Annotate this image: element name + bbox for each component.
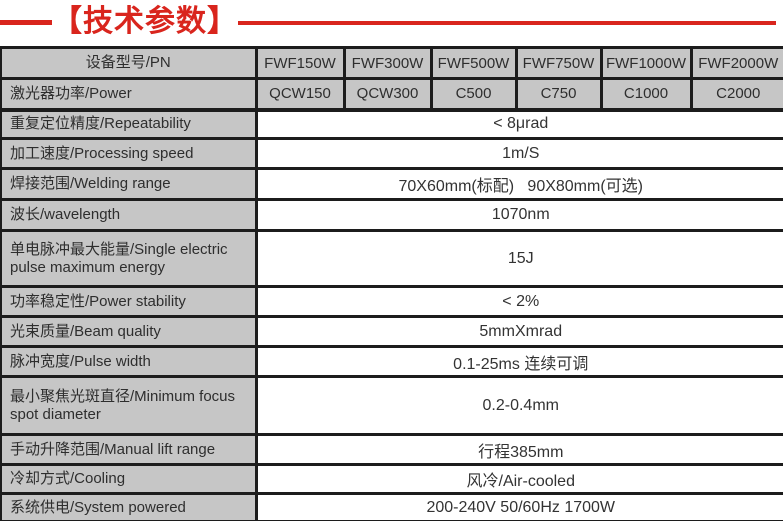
row-label: 功率稳定性/Power stability [0, 285, 258, 318]
row-label: 波长/wavelength [0, 198, 258, 232]
row-label: 手动升降范围/Manual lift range [0, 433, 258, 466]
spec-value: 0.1-25ms 连续可调 [254, 345, 783, 378]
table-row-power-stability: 功率稳定性/Power stability < 2% [0, 285, 783, 318]
page-title: 【技术参数】 [52, 4, 238, 38]
row-label: 系统供电/System powered [0, 492, 258, 521]
spec-table: 设备型号/PN FWF150W FWF300W FWF500W FWF750W … [0, 46, 783, 521]
table-row-models: 设备型号/PN FWF150W FWF300W FWF500W FWF750W … [0, 46, 783, 80]
spec-value: 0.2-0.4mm [254, 375, 783, 436]
row-label: 单电脉冲最大能量/Single electric pulse maximum e… [0, 229, 258, 288]
spec-value: 风冷/Air-cooled [254, 463, 783, 495]
table-row-wavelength: 波长/wavelength 1070nm [0, 198, 783, 232]
power-cell: C500 [429, 77, 518, 112]
power-cell: C1000 [599, 77, 693, 112]
title-dash-left [0, 20, 52, 25]
row-label-power: 激光器功率/Power [0, 77, 258, 112]
row-label: 加工速度/Processing speed [0, 137, 258, 170]
power-cell: QCW150 [254, 77, 346, 112]
table-row-system-power: 系统供电/System powered 200-240V 50/60Hz 170… [0, 492, 783, 521]
spec-value: 1070nm [254, 198, 783, 232]
spec-value: 行程385mm [254, 433, 783, 466]
model-cell: FWF2000W [689, 46, 783, 80]
row-label-pn: 设备型号/PN [0, 46, 258, 80]
row-label: 冷却方式/Cooling [0, 463, 258, 495]
row-label: 焊接范围/Welding range [0, 167, 258, 201]
model-cell: FWF750W [514, 46, 603, 80]
table-row-repeatability: 重复定位精度/Repeatability < 8μrad [0, 108, 783, 140]
title-dash-right [238, 20, 776, 25]
table-row-lift-range: 手动升降范围/Manual lift range 行程385mm [0, 433, 783, 466]
spec-value: 15J [254, 229, 783, 288]
row-label: 重复定位精度/Repeatability [0, 108, 258, 140]
power-cell: QCW300 [342, 77, 433, 112]
table-row-beam-quality: 光束质量/Beam quality 5mmXmrad [0, 315, 783, 348]
table-row-welding-range: 焊接范围/Welding range 70X60mm(标配) 90X80mm(可… [0, 167, 783, 201]
table-row-cooling: 冷却方式/Cooling 风冷/Air-cooled [0, 463, 783, 495]
power-cell: C2000 [689, 77, 783, 112]
spec-value: < 8μrad [254, 108, 783, 140]
spec-value: 200-240V 50/60Hz 1700W [254, 492, 783, 521]
power-cell: C750 [514, 77, 603, 112]
model-cell: FWF300W [342, 46, 433, 80]
table-row-power: 激光器功率/Power QCW150 QCW300 C500 C750 C100… [0, 77, 783, 112]
spec-value: < 2% [254, 285, 783, 318]
row-label: 最小聚焦光斑直径/Minimum focus spot diameter [0, 375, 258, 436]
model-cell: FWF150W [254, 46, 346, 80]
model-cell: FWF1000W [599, 46, 693, 80]
spec-value: 70X60mm(标配) 90X80mm(可选) [254, 167, 783, 201]
row-label: 脉冲宽度/Pulse width [0, 345, 258, 378]
table-row-pulse-width: 脉冲宽度/Pulse width 0.1-25ms 连续可调 [0, 345, 783, 378]
table-row-pulse-energy: 单电脉冲最大能量/Single electric pulse maximum e… [0, 229, 783, 288]
row-label: 光束质量/Beam quality [0, 315, 258, 348]
spec-value: 5mmXmrad [254, 315, 783, 348]
model-cell: FWF500W [429, 46, 518, 80]
table-row-processing-speed: 加工速度/Processing speed 1m/S [0, 137, 783, 170]
spec-value: 1m/S [254, 137, 783, 170]
section-title-bar: 【技术参数】 [0, 0, 783, 44]
table-row-focus-spot: 最小聚焦光斑直径/Minimum focus spot diameter 0.2… [0, 375, 783, 436]
